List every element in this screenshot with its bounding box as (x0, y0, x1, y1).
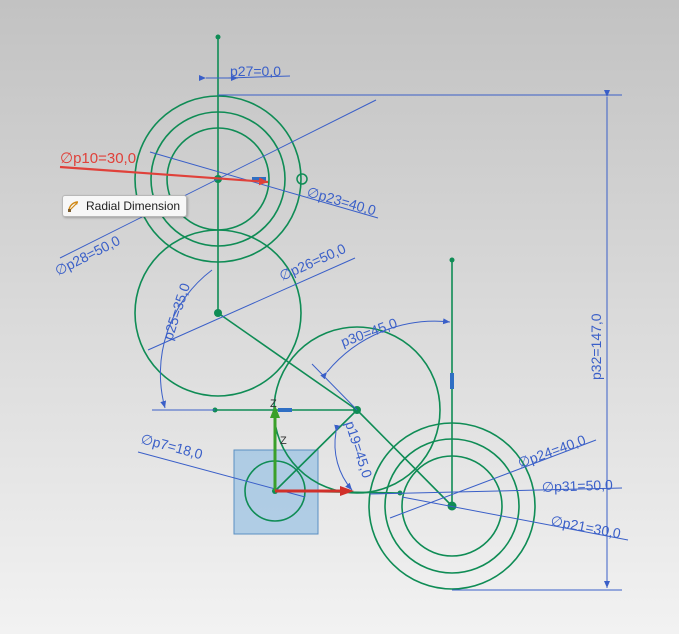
p10-label[interactable]: ∅p10=30,0 (60, 150, 136, 167)
p10-active-leader[interactable] (59, 165, 269, 186)
point-right-axis-end[interactable] (449, 257, 455, 263)
p25-angle-arc (159, 269, 213, 409)
p30-ext (311, 363, 358, 411)
point-center-mid[interactable] (214, 309, 222, 317)
p30-angle-arc (320, 318, 451, 380)
datum-z-label-1: Z (270, 398, 277, 410)
radial-dimension-icon (67, 199, 81, 213)
datum-z-arrowhead (270, 405, 280, 418)
link-line-3[interactable] (274, 409, 358, 492)
datum-z-label-2: Z (280, 435, 287, 447)
p32-label[interactable]: p32=147,0 (588, 313, 604, 380)
p24-leader (389, 439, 597, 519)
link-line-2[interactable] (356, 409, 453, 507)
point-center-bottom[interactable] (447, 501, 457, 511)
point-top-end[interactable] (215, 34, 221, 40)
p27-label[interactable]: p27=0,0 (230, 63, 281, 79)
p31-label[interactable]: ∅p31=50,0 (542, 477, 614, 495)
p19-angle-arc (334, 424, 353, 491)
p27-leader (227, 75, 291, 79)
radial-dimension-tooltip: Radial Dimension (62, 195, 188, 217)
datum-x-arrowhead (340, 486, 354, 496)
p21-leader (401, 496, 629, 541)
link-line-1[interactable] (217, 312, 358, 411)
constraint-marker-vertical (450, 373, 454, 389)
tooltip-label: Radial Dimension (86, 199, 181, 213)
constraint-marker-horizontal (278, 408, 292, 412)
snap-point-marker[interactable] (296, 173, 308, 185)
p26-leader (147, 257, 356, 351)
p31-leader (369, 487, 623, 495)
